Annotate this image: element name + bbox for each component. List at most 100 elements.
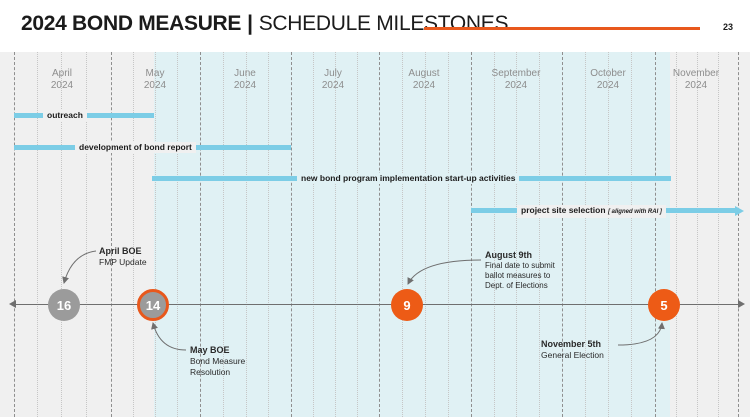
week-gridline	[268, 52, 269, 417]
month-label-september: September 2024	[476, 68, 556, 92]
month-name: June	[234, 68, 256, 79]
arrow-august-9th	[407, 259, 482, 285]
month-name: August	[408, 68, 440, 79]
week-gridline	[494, 52, 495, 417]
week-gridline	[37, 52, 38, 417]
callout-detail-line: Bond Measure	[190, 356, 246, 366]
timeline-axis	[14, 304, 740, 305]
month-name: September	[491, 68, 541, 79]
slide-header: 2024 BOND MEASURE | SCHEDULE MILESTONES 23	[0, 0, 750, 52]
week-gridline	[718, 52, 719, 417]
week-gridline	[246, 52, 247, 417]
milestone-april-16: 16	[48, 289, 80, 321]
bond-program-period-shade	[154, 52, 670, 417]
callout-april-boe: April BOE FMP Update	[99, 246, 147, 268]
site-selection-note: [ aligned with RAI ]	[607, 209, 662, 215]
callout-august-9th: August 9th Final date to submit ballot m…	[485, 250, 555, 291]
callout-detail-line: Final date to submit	[485, 261, 555, 270]
month-year: 2024	[233, 80, 257, 91]
week-gridline	[86, 52, 87, 417]
callout-title: April BOE	[99, 246, 142, 256]
month-label-may: May 2024	[115, 68, 195, 92]
title-subtitle: SCHEDULE MILESTONES	[258, 12, 509, 35]
accent-line	[424, 27, 700, 30]
week-gridline	[61, 52, 62, 417]
month-year: 2024	[321, 80, 345, 91]
activity-arrowhead	[735, 205, 744, 216]
month-label-april: April 2024	[22, 68, 102, 92]
month-name: April	[51, 68, 72, 79]
week-gridline	[676, 52, 677, 417]
callout-title: November 5th	[541, 339, 602, 349]
week-gridline	[539, 52, 540, 417]
month-label-june: June 2024	[205, 68, 285, 92]
callout-title: May BOE	[190, 345, 230, 355]
week-gridline	[448, 52, 449, 417]
week-gridline	[516, 52, 517, 417]
gridline-august	[379, 52, 380, 417]
arrow-may-boe	[151, 322, 187, 351]
gridline-april	[14, 52, 15, 417]
month-label-october: October 2024	[568, 68, 648, 92]
slide-title: 2024 BOND MEASURE | SCHEDULE MILESTONES	[21, 12, 509, 36]
activity-label-outreach: outreach	[43, 110, 87, 121]
milestone-august-9: 9	[391, 289, 423, 321]
gridline-october	[562, 52, 563, 417]
week-gridline	[335, 52, 336, 417]
week-gridline	[425, 52, 426, 417]
title-bold: 2024 BOND MEASURE	[21, 12, 242, 35]
month-year: 2024	[504, 80, 528, 91]
week-gridline	[585, 52, 586, 417]
axis-arrow-right	[738, 300, 745, 308]
callout-arrows	[62, 250, 665, 351]
page-number: 23	[722, 22, 733, 32]
month-year: 2024	[50, 80, 74, 91]
week-gridline	[357, 52, 358, 417]
month-label-july: July 2024	[293, 68, 373, 92]
week-gridline	[313, 52, 314, 417]
callout-detail: General Election	[541, 350, 604, 360]
axis-arrow-left	[9, 300, 16, 308]
callout-detail-line: Resolution	[190, 367, 231, 377]
week-gridline	[155, 52, 156, 417]
month-name: October	[590, 68, 626, 79]
activity-label-bond-report: development of bond report	[75, 142, 196, 153]
gridline-may	[111, 52, 112, 417]
callout-may-boe: May BOE Bond Measure Resolution	[190, 345, 245, 378]
month-year: 2024	[412, 80, 436, 91]
month-year: 2024	[684, 80, 708, 91]
month-year: 2024	[596, 80, 620, 91]
activity-label-startup: new bond program implementation start-up…	[297, 173, 520, 184]
milestone-november-5: 5	[648, 289, 680, 321]
week-gridline	[402, 52, 403, 417]
gridline-june	[200, 52, 201, 417]
callout-detail-line: Dept. of Elections	[485, 281, 548, 290]
gridline-july	[291, 52, 292, 417]
callout-november-5th: November 5th General Election	[541, 339, 604, 361]
week-gridline	[133, 52, 134, 417]
week-gridline	[177, 52, 178, 417]
gridline-september	[471, 52, 472, 417]
callout-title: August 9th	[485, 250, 532, 260]
site-selection-label: project site selection	[521, 205, 606, 215]
callout-detail: FMP Update	[99, 257, 147, 267]
month-label-november: November 2024	[656, 68, 736, 92]
title-separator: |	[247, 12, 253, 35]
arrow-april-boe	[62, 250, 97, 284]
week-gridline	[631, 52, 632, 417]
activity-label-site-selection: project site selection [ aligned with RA…	[517, 205, 666, 218]
arrow-november-5th	[617, 322, 665, 346]
week-gridline	[697, 52, 698, 417]
week-gridline	[223, 52, 224, 417]
month-year: 2024	[143, 80, 167, 91]
timeline-board: April 2024 May 2024 June 2024 July 2024 Augu…	[0, 52, 750, 417]
month-name: November	[672, 68, 720, 79]
milestone-may-14: 14	[137, 289, 169, 321]
month-name: May	[145, 68, 165, 79]
month-label-august: August 2024	[384, 68, 464, 92]
month-name: July	[324, 68, 342, 79]
gridline-end	[738, 52, 739, 417]
callout-detail-line: ballot measures to	[485, 271, 551, 280]
week-gridline	[608, 52, 609, 417]
gridline-november	[655, 52, 656, 417]
